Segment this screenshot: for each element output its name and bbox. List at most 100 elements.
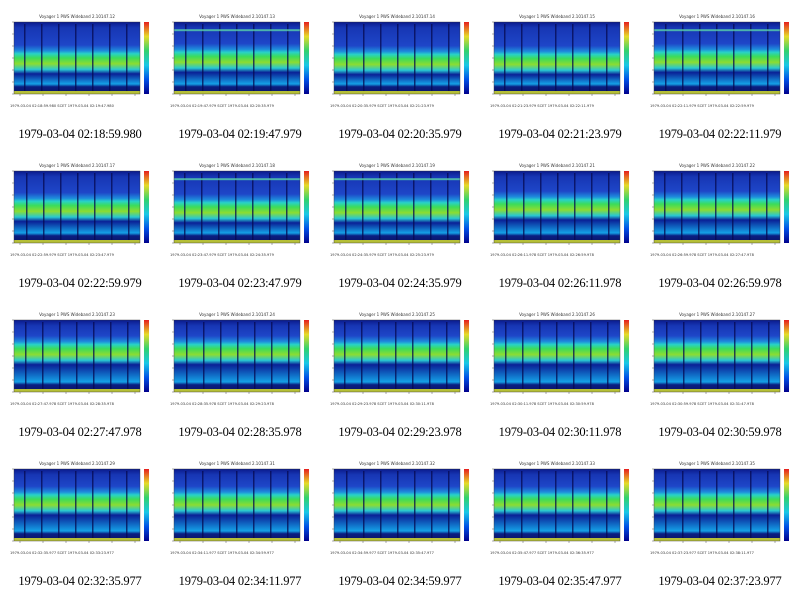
spectrogram-image [172,468,309,543]
plot-time-range: 1979-03-04 02:26:59.978 SCET 1979-03-04 … [650,253,754,257]
spectrogram-image [172,319,309,394]
spectrogram-figure: Voyager 1 PWS Wideband 2.10147.31 1979-03… [160,447,320,569]
spectrogram-panel: Voyager 1 PWS Wideband 2.10147.25 1979-03… [320,298,480,447]
spectrogram-data [174,171,300,243]
spectrogram-image [492,319,629,394]
panel-timestamp-caption: 1979-03-04 02:21:23.979 [498,127,622,141]
spectrogram-figure: Voyager 1 PWS Wideband 2.10147.35 1979-03… [640,447,800,569]
plot-time-range: 1979-03-04 02:35:47.977 SCET 1979-03-04 … [490,551,594,555]
plot-time-range: 1979-03-04 02:22:11.979 SCET 1979-03-04 … [650,104,754,108]
spectrogram-image [172,21,309,96]
plot-time-range: 1979-03-04 02:26:11.978 SCET 1979-03-04 … [490,253,594,257]
spectrogram-figure: Voyager 1 PWS Wideband 2.10147.26 1979-03… [480,298,640,420]
plot-time-range: 1979-03-04 02:37:23.977 SCET 1979-03-04 … [650,551,754,555]
spectrogram-image [492,21,629,96]
plot-time-range: 1979-03-04 02:19:47.979 SCET 1979-03-04 … [170,104,274,108]
spectrogram-panel: Voyager 1 PWS Wideband 2.10147.24 1979-03… [160,298,320,447]
panel-timestamp-caption: 1979-03-04 02:32:35.977 [18,574,142,588]
spectrogram-panel: Voyager 1 PWS Wideband 2.10147.19 1979-03… [320,149,480,298]
plot-title: Voyager 1 PWS Wideband 2.10147.15 [519,14,595,19]
spectrogram-figure: Voyager 1 PWS Wideband 2.10147.24 1979-03… [160,298,320,420]
plot-title: Voyager 1 PWS Wideband 2.10147.17 [39,163,115,168]
plot-title: Voyager 1 PWS Wideband 2.10147.25 [359,312,435,317]
spectrogram-figure: Voyager 1 PWS Wideband 2.10147.23 1979-03… [0,298,160,420]
spectrogram-panel: Voyager 1 PWS Wideband 2.10147.12 1979-03… [0,0,160,149]
spectrogram-panel: Voyager 1 PWS Wideband 2.10147.29 1979-03… [0,447,160,596]
spectrogram-image [12,319,149,394]
plot-title: Voyager 1 PWS Wideband 2.10147.26 [519,312,595,317]
spectrogram-figure: Voyager 1 PWS Wideband 2.10147.25 1979-03… [320,298,480,420]
plot-time-range: 1979-03-04 02:24:35.979 SCET 1979-03-04 … [330,253,434,257]
spectrogram-figure: Voyager 1 PWS Wideband 2.10147.12 1979-03… [0,0,160,122]
plot-time-range: 1979-03-04 02:30:59.978 SCET 1979-03-04 … [650,402,754,406]
spectrogram-panel: Voyager 1 PWS Wideband 2.10147.22 1979-03… [640,149,800,298]
spectrogram-figure: Voyager 1 PWS Wideband 2.10147.18 1979-03… [160,149,320,271]
plot-title: Voyager 1 PWS Wideband 2.10147.24 [199,312,275,317]
plot-time-range: 1979-03-04 02:30:11.978 SCET 1979-03-04 … [490,402,594,406]
spectrogram-image [332,319,469,394]
spectrogram-figure: Voyager 1 PWS Wideband 2.10147.33 1979-03… [480,447,640,569]
panel-timestamp-caption: 1979-03-04 02:26:59.978 [658,276,782,290]
spectrogram-panel: Voyager 1 PWS Wideband 2.10147.13 1979-03… [160,0,320,149]
spectrogram-panel: Voyager 1 PWS Wideband 2.10147.16 1979-03… [640,0,800,149]
plot-time-range: 1979-03-04 02:27:47.978 SCET 1979-03-04 … [10,402,114,406]
spectrogram-data [14,22,140,94]
spectrogram-panel: Voyager 1 PWS Wideband 2.10147.27 1979-03… [640,298,800,447]
spectrogram-figure: Voyager 1 PWS Wideband 2.10147.21 1979-03… [480,149,640,271]
spectrogram-image [332,468,469,543]
panel-timestamp-caption: 1979-03-04 02:29:23.978 [338,425,462,439]
spectrogram-figure: Voyager 1 PWS Wideband 2.10147.22 1979-03… [640,149,800,271]
panel-timestamp-caption: 1979-03-04 02:27:47.978 [18,425,142,439]
spectrogram-image [12,170,149,245]
spectrogram-panel: Voyager 1 PWS Wideband 2.10147.26 1979-03… [480,298,640,447]
plot-time-range: 1979-03-04 02:29:23.978 SCET 1979-03-04 … [330,402,434,406]
plot-time-range: 1979-03-04 02:34:11.977 SCET 1979-03-04 … [170,551,274,555]
panel-timestamp-caption: 1979-03-04 02:34:59.977 [338,574,462,588]
spectrogram-panel: Voyager 1 PWS Wideband 2.10147.35 1979-03… [640,447,800,596]
plot-title: Voyager 1 PWS Wideband 2.10147.18 [199,163,275,168]
spectrogram-image [12,468,149,543]
spectrogram-panel: Voyager 1 PWS Wideband 2.10147.21 1979-03… [480,149,640,298]
spectrogram-data [14,469,140,541]
spectrogram-data [334,320,460,392]
plot-title: Voyager 1 PWS Wideband 2.10147.27 [679,312,755,317]
plot-title: Voyager 1 PWS Wideband 2.10147.32 [359,461,435,466]
spectrogram-image [332,21,469,96]
plot-title: Voyager 1 PWS Wideband 2.10147.31 [199,461,275,466]
panel-timestamp-caption: 1979-03-04 02:30:59.978 [658,425,782,439]
panel-timestamp-caption: 1979-03-04 02:35:47.977 [498,574,622,588]
plot-time-range: 1979-03-04 02:34:59.977 SCET 1979-03-04 … [330,551,434,555]
spectrogram-panel: Voyager 1 PWS Wideband 2.10147.33 1979-03… [480,447,640,596]
spectrogram-image [172,170,309,245]
plot-title: Voyager 1 PWS Wideband 2.10147.21 [519,163,595,168]
spectrogram-image [652,319,789,394]
spectrogram-data [494,22,620,94]
panel-timestamp-caption: 1979-03-04 02:26:11.978 [498,276,622,290]
plot-title: Voyager 1 PWS Wideband 2.10147.14 [359,14,435,19]
spectrogram-figure: Voyager 1 PWS Wideband 2.10147.29 1979-03… [0,447,160,569]
plot-title: Voyager 1 PWS Wideband 2.10147.35 [679,461,755,466]
plot-time-range: 1979-03-04 02:21:23.979 SCET 1979-03-04 … [490,104,594,108]
spectrogram-image [492,170,629,245]
panel-timestamp-caption: 1979-03-04 02:34:11.977 [178,574,302,588]
spectrogram-panel: Voyager 1 PWS Wideband 2.10147.18 1979-03… [160,149,320,298]
panel-timestamp-caption: 1979-03-04 02:23:47.979 [178,276,302,290]
spectrogram-image [652,170,789,245]
panel-timestamp-caption: 1979-03-04 02:22:11.979 [658,127,782,141]
spectrogram-panel: Voyager 1 PWS Wideband 2.10147.14 1979-03… [320,0,480,149]
plot-title: Voyager 1 PWS Wideband 2.10147.16 [679,14,755,19]
spectrogram-figure: Voyager 1 PWS Wideband 2.10147.13 1979-03… [160,0,320,122]
spectrogram-panel: Voyager 1 PWS Wideband 2.10147.23 1979-03… [0,298,160,447]
panel-timestamp-caption: 1979-03-04 02:19:47.979 [178,127,302,141]
spectrogram-figure: Voyager 1 PWS Wideband 2.10147.14 1979-03… [320,0,480,122]
plot-title: Voyager 1 PWS Wideband 2.10147.22 [679,163,755,168]
plot-title: Voyager 1 PWS Wideband 2.10147.29 [39,461,115,466]
plot-time-range: 1979-03-04 02:18:59.980 SCET 1979-03-04 … [10,104,114,108]
spectrogram-image [12,21,149,96]
spectrogram-figure: Voyager 1 PWS Wideband 2.10147.15 1979-03… [480,0,640,122]
plot-time-range: 1979-03-04 02:20:35.979 SCET 1979-03-04 … [330,104,434,108]
panel-timestamp-caption: 1979-03-04 02:37:23.977 [658,574,782,588]
spectrogram-panel: Voyager 1 PWS Wideband 2.10147.32 1979-03… [320,447,480,596]
spectrogram-image [332,170,469,245]
spectrogram-panel: Voyager 1 PWS Wideband 2.10147.17 1979-03… [0,149,160,298]
